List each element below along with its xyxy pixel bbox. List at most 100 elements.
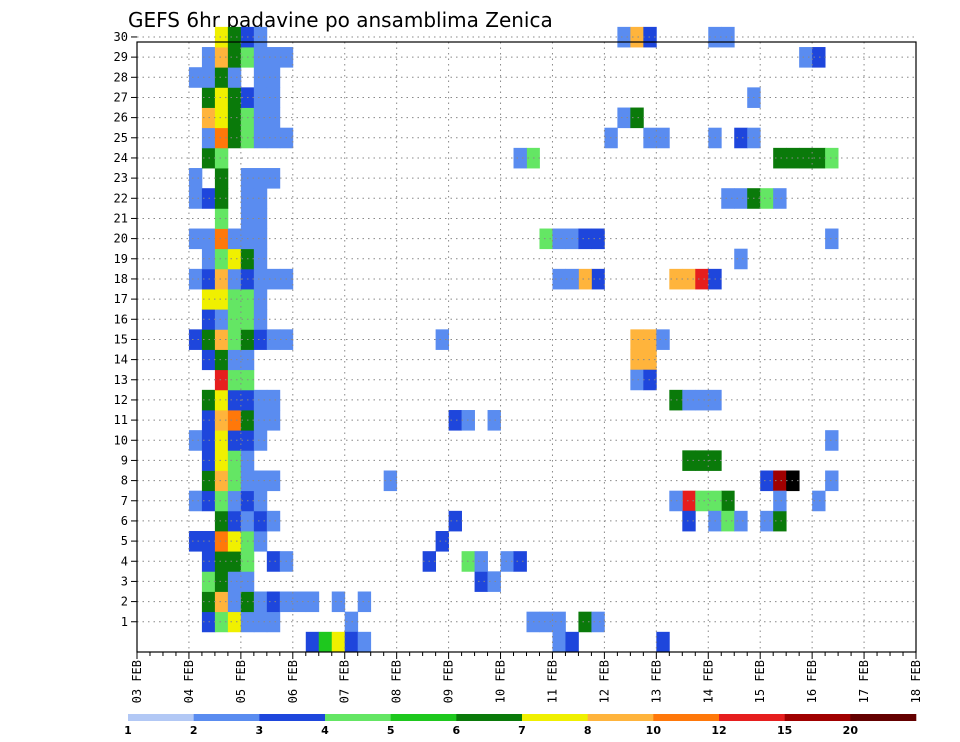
heatmap-cell bbox=[227, 107, 242, 129]
heatmap-cell bbox=[591, 611, 605, 633]
y-tick-label: 28 bbox=[114, 70, 128, 84]
y-tick-label: 16 bbox=[114, 312, 128, 326]
heatmap-cell bbox=[266, 510, 281, 532]
colorbar-label: 5 bbox=[387, 724, 395, 737]
heatmap-cell bbox=[760, 188, 774, 209]
heatmap-cell bbox=[773, 510, 787, 532]
heatmap-cell bbox=[266, 47, 281, 68]
heatmap-cell bbox=[214, 349, 229, 371]
heatmap-cell bbox=[695, 268, 709, 290]
heatmap-cell bbox=[552, 631, 566, 653]
y-tick-label: 15 bbox=[114, 332, 128, 346]
heatmap-cell bbox=[656, 329, 670, 350]
y-tick-label: 20 bbox=[114, 232, 128, 246]
heatmap-cell bbox=[825, 147, 839, 169]
heatmap-cell bbox=[773, 147, 787, 169]
heatmap-cell bbox=[188, 168, 203, 189]
heatmap-cell bbox=[760, 510, 774, 532]
x-tick-label: 08 FEB bbox=[390, 660, 404, 703]
heatmap-cell bbox=[214, 168, 229, 189]
colorbar-label: 2 bbox=[190, 724, 198, 737]
colorbar-swatch bbox=[390, 714, 457, 721]
x-tick-label: 10 FEB bbox=[494, 660, 508, 703]
heatmap-cell bbox=[253, 47, 268, 68]
heatmap-cell bbox=[266, 410, 281, 431]
y-tick-label: 10 bbox=[114, 433, 128, 447]
y-tick-label: 13 bbox=[114, 373, 128, 387]
heatmap-cell bbox=[214, 309, 229, 330]
heatmap-cell bbox=[630, 349, 644, 371]
heatmap-cell bbox=[214, 591, 229, 613]
heatmap-cell bbox=[344, 611, 359, 633]
heatmap-cell bbox=[448, 510, 462, 532]
x-tick-label: 09 FEB bbox=[442, 660, 456, 703]
x-tick-label: 15 FEB bbox=[753, 660, 767, 703]
heatmap-cell bbox=[266, 268, 281, 290]
heatmap-cell bbox=[214, 389, 229, 411]
heatmap-cell bbox=[643, 329, 657, 350]
heatmap-cell bbox=[253, 228, 268, 250]
heatmap-cell bbox=[253, 127, 268, 149]
heatmap-cell bbox=[266, 611, 281, 633]
x-tick-label: 03 FEB bbox=[130, 660, 144, 703]
heatmap-cell bbox=[188, 490, 203, 512]
heatmap-cell bbox=[253, 430, 268, 451]
heatmap-cell bbox=[253, 490, 268, 512]
heatmap-cell bbox=[266, 67, 281, 88]
heatmap-cell bbox=[253, 208, 268, 229]
heatmap-cell bbox=[266, 591, 281, 613]
heatmap-cell bbox=[266, 168, 281, 189]
heatmap-cell bbox=[656, 631, 670, 653]
y-tick-label: 29 bbox=[114, 50, 128, 64]
heatmap-cell bbox=[266, 551, 281, 572]
heatmap-cell bbox=[799, 147, 813, 169]
y-tick-label: 2 bbox=[121, 595, 128, 609]
heatmap-cell bbox=[812, 47, 826, 68]
heatmap-cell bbox=[227, 611, 242, 633]
heatmap-cell bbox=[214, 147, 229, 169]
heatmap-cell bbox=[227, 248, 242, 270]
heatmap-cell bbox=[253, 329, 268, 350]
colorbar-label: 15 bbox=[777, 724, 792, 737]
heatmap-cell bbox=[500, 551, 514, 572]
heatmap-cell bbox=[474, 571, 488, 592]
heatmap-cell bbox=[721, 188, 735, 209]
heatmap-cell bbox=[591, 268, 605, 290]
heatmap-cell bbox=[227, 268, 242, 290]
heatmap-cell bbox=[448, 410, 462, 431]
heatmap-cell bbox=[695, 389, 709, 411]
heatmap-cell bbox=[565, 631, 579, 653]
heatmap-cell bbox=[214, 410, 229, 431]
heatmap-cell bbox=[227, 591, 242, 613]
heatmap-cell bbox=[214, 571, 229, 592]
y-tick-label: 4 bbox=[121, 554, 128, 568]
x-tick-label: 05 FEB bbox=[234, 660, 248, 703]
heatmap-cell bbox=[305, 631, 320, 653]
heatmap-cell bbox=[552, 228, 566, 250]
colorbar-label: 8 bbox=[584, 724, 592, 737]
heatmap-cell bbox=[643, 349, 657, 371]
colorbar-swatch bbox=[259, 714, 326, 721]
heatmap-cell bbox=[214, 248, 229, 270]
heatmap-cell bbox=[227, 47, 242, 68]
heatmap-cell bbox=[253, 309, 268, 330]
heatmap-cell bbox=[331, 591, 346, 613]
heatmap-cells bbox=[188, 26, 839, 653]
heatmap-cell bbox=[253, 168, 268, 189]
heatmap-cell bbox=[253, 107, 268, 129]
heatmap-cell bbox=[474, 551, 488, 572]
heatmap-cell bbox=[539, 611, 553, 633]
heatmap-cell bbox=[487, 410, 501, 431]
heatmap-cell bbox=[214, 67, 229, 88]
heatmap-cell bbox=[227, 450, 242, 471]
heatmap-cell bbox=[188, 329, 203, 350]
heatmap-cell bbox=[214, 450, 229, 471]
x-tick-label: 12 FEB bbox=[597, 660, 611, 703]
heatmap-cell bbox=[695, 490, 709, 512]
heatmap-cell bbox=[214, 470, 229, 492]
y-tick-label: 3 bbox=[121, 574, 128, 588]
y-tick-label: 8 bbox=[121, 474, 128, 488]
heatmap-cell bbox=[214, 551, 229, 572]
heatmap-cell bbox=[812, 147, 826, 169]
heatmap-cell bbox=[734, 127, 748, 149]
